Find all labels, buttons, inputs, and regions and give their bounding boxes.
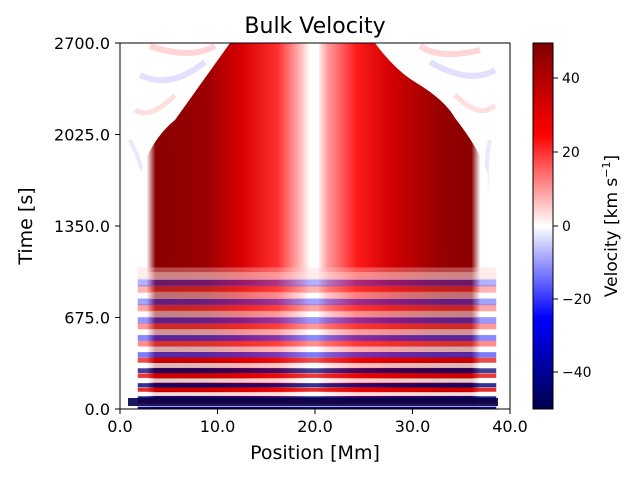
colorbar-tick: 20 (553, 145, 580, 161)
oscillation-band (137, 363, 497, 368)
oscillation-band (137, 346, 497, 353)
colorbar-tick-label: 40 (562, 71, 580, 87)
oscillation-band (137, 329, 497, 336)
y-axis: 0.0 675.0 1350.0 2025.0 2700.0 Time [s] (15, 34, 120, 419)
y-tick-label: 1350.0 (54, 217, 110, 236)
oscillation-band (137, 272, 497, 280)
oscillation-band (137, 316, 497, 324)
oscillation-band (137, 334, 497, 341)
oscillation-band (137, 378, 497, 383)
oscillation-band (137, 285, 497, 293)
x-axis-label: Position [Mm] (250, 442, 380, 464)
base-band (128, 398, 498, 406)
colorbar-tick-label: 20 (562, 145, 580, 161)
oscillation-band (137, 392, 497, 396)
y-tick: 2700.0 (54, 34, 120, 53)
oscillation-band (137, 323, 497, 330)
steady-flow-onset-band (137, 267, 497, 280)
oscillation-band (137, 304, 497, 312)
y-tick: 0.0 (85, 400, 120, 419)
x-tick-label: 20.0 (297, 417, 333, 436)
colorbar-tick-label: 0 (562, 219, 571, 235)
oscillation-band (137, 352, 497, 358)
colorbar-tick-label: −20 (562, 292, 592, 308)
oscillation-band (137, 310, 497, 318)
oscillation-band (137, 368, 497, 374)
oscillation-band (137, 387, 497, 392)
y-tick-label: 0.0 (85, 400, 110, 419)
oscillation-band (137, 357, 497, 363)
colorbar-tick: −20 (553, 292, 592, 308)
y-axis-label: Time [s] (15, 187, 37, 265)
chart-title: Bulk Velocity (244, 14, 385, 39)
y-tick: 675.0 (64, 309, 120, 328)
x-tick: 10.0 (200, 409, 236, 436)
apex-line (312, 43, 319, 409)
oscillation-band (137, 340, 497, 347)
oscillation-band (137, 406, 497, 409)
oscillation-band (137, 298, 497, 306)
oscillation-band (137, 278, 497, 287)
x-axis: 0.0 10.0 20.0 30.0 40.0 Position [Mm] (107, 409, 528, 464)
colorbar-gradient-bar (532, 42, 554, 410)
x-tick-label: 0.0 (107, 417, 132, 436)
x-tick-label: 40.0 (492, 417, 528, 436)
colorbar: 40 20 0 −20 −40 Velocity [km s−1] (532, 42, 622, 410)
y-tick-label: 2700.0 (54, 34, 110, 53)
y-tick-label: 2025.0 (54, 126, 110, 145)
x-tick: 0.0 (107, 409, 133, 436)
y-tick: 1350.0 (54, 217, 120, 236)
colorbar-tick: −40 (553, 365, 592, 381)
colorbar-tick-label: −40 (562, 365, 592, 381)
oscillation-band (137, 373, 497, 378)
colorbar-label: Velocity [km s−1] (600, 155, 622, 297)
x-tick-label: 10.0 (200, 417, 236, 436)
oscillation-band (137, 291, 497, 299)
x-tick: 40.0 (492, 409, 528, 436)
x-tick-label: 30.0 (395, 417, 431, 436)
heatmap-plot (120, 43, 510, 409)
y-tick-label: 675.0 (64, 309, 110, 328)
x-tick: 30.0 (395, 409, 431, 436)
oscillation-band (137, 383, 497, 388)
y-tick: 2025.0 (54, 126, 120, 145)
colorbar-tick: 0 (553, 219, 571, 235)
x-tick: 20.0 (297, 409, 333, 436)
colorbar-tick: 40 (553, 71, 580, 87)
